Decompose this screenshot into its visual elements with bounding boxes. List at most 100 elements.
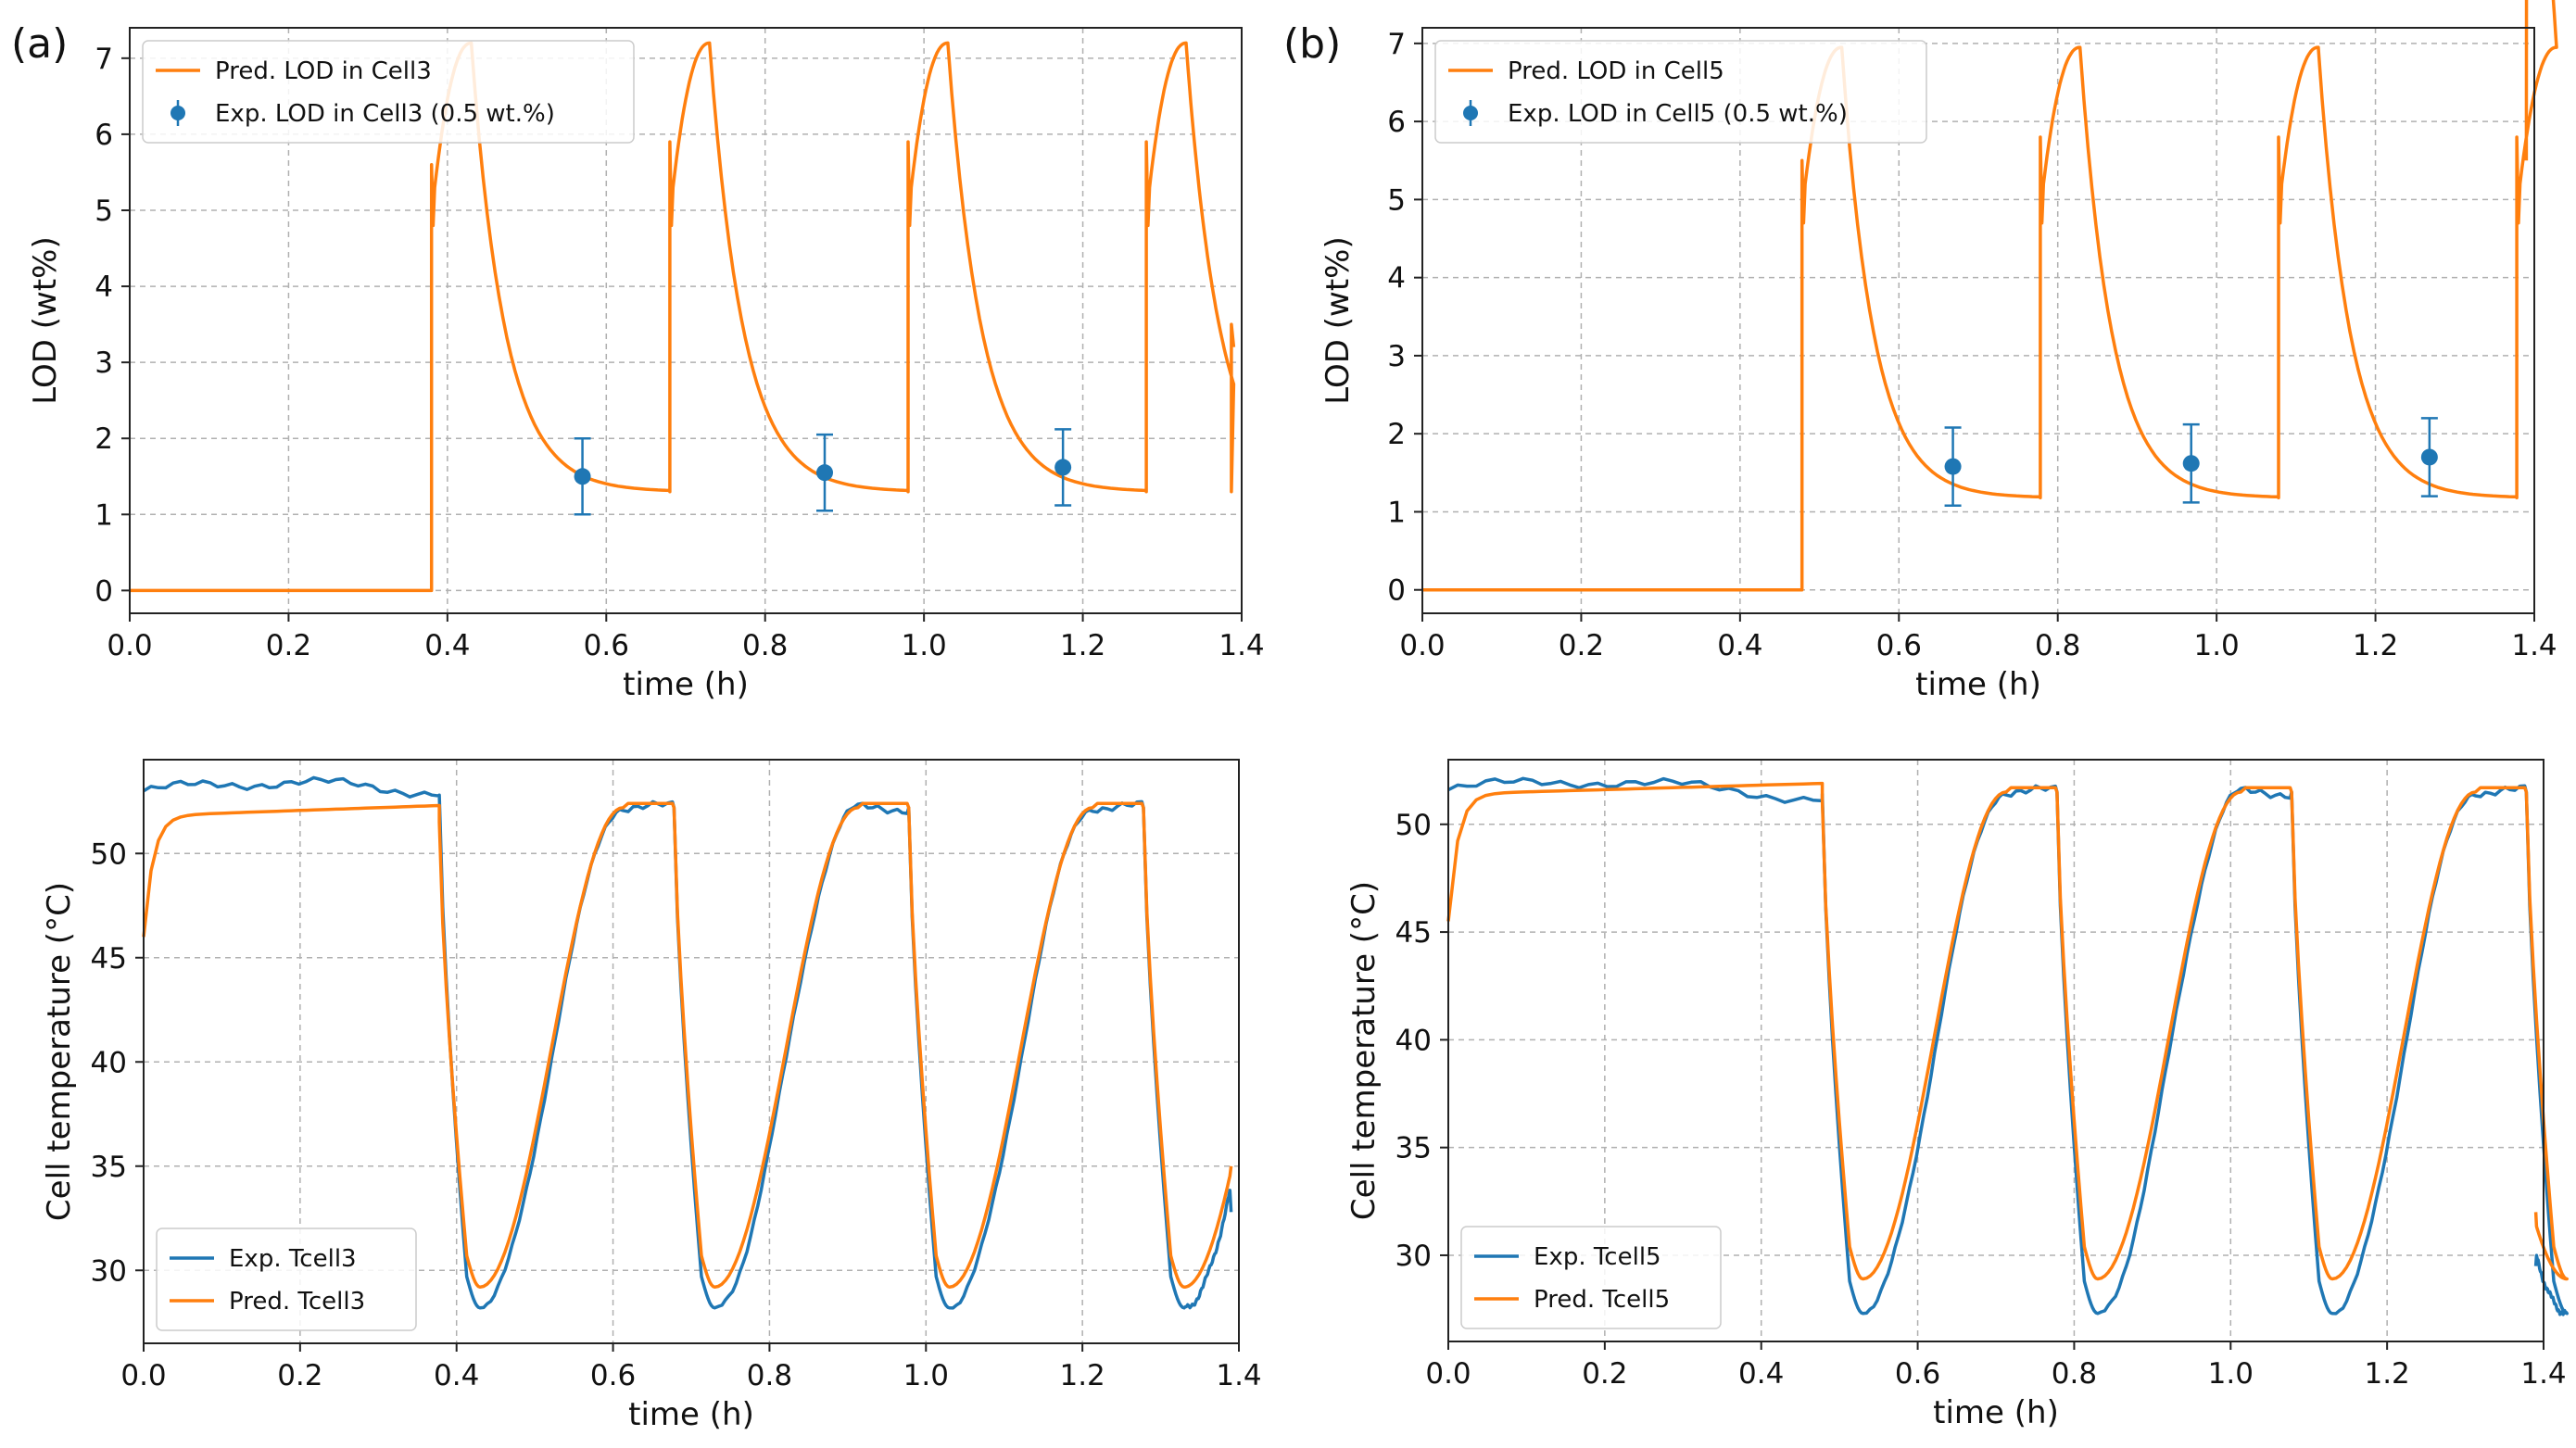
plot-frame: [129, 27, 1243, 614]
legend-label: Exp. Tcell3: [229, 1245, 357, 1273]
exp-temperature-line: [1447, 776, 2570, 1316]
x-tick-label: 1.0: [903, 1359, 949, 1392]
x-tick-label: 0.4: [434, 1359, 479, 1392]
x-tick-label: 0.6: [584, 629, 629, 662]
y-tick-label: 35: [91, 1151, 127, 1184]
x-tick-label: 1.4: [2520, 1357, 2566, 1391]
chart-a-temperature: 0.0 0.2 0.4 0.6 0.8 1.0 1.2 1.4 30 35 40 45 50 time (…: [41, 759, 1262, 1433]
y-tick-label: 0: [95, 574, 113, 608]
y-tick-label: 40: [91, 1046, 127, 1079]
y-tick-label: 2: [95, 422, 113, 456]
x-tick-label: 1.2: [2353, 629, 2398, 662]
x-tick-label: 0.2: [1559, 629, 1604, 662]
x-axis-label: time (h): [1915, 666, 2041, 703]
chart-b-lod: 0.0 0.2 0.4 0.6 0.8 1.0 1.2 1.4 0 1 2 3 4 5 6 7 time (h)…: [1320, 0, 2558, 703]
x-tick-label: 0.4: [1717, 629, 1762, 662]
panel-label-b: (b): [1283, 20, 1341, 68]
plot-frame: [1447, 759, 2544, 1342]
x-tick-label: 0.8: [2035, 629, 2080, 662]
x-tick-label: 0.8: [742, 629, 788, 662]
y-tick-label: 3: [1387, 340, 1406, 373]
exp-lod-point: [1054, 459, 1072, 476]
x-tick-label: 0.2: [1582, 1357, 1627, 1391]
x-tick-label: 0.0: [120, 1359, 166, 1392]
y-tick-label: 1: [95, 498, 113, 532]
y-axis-label: Cell temperature (°C): [1345, 881, 1383, 1220]
x-tick-label: 1.4: [1216, 1359, 1261, 1392]
x-axis-label: time (h): [1933, 1394, 2059, 1431]
y-tick-label: 35: [1395, 1132, 1432, 1165]
x-tick-label: 0.4: [424, 629, 470, 662]
y-tick-label: 4: [95, 271, 113, 304]
chart-a-lod: 0.0 0.2 0.4 0.6 0.8 1.0 1.2 1.4 0 1 2 3 4 5 6 7 time (h)…: [27, 27, 1265, 703]
x-tick-label: 0.4: [1738, 1357, 1784, 1391]
exp-lod-point: [1944, 458, 1962, 475]
plot-frame: [143, 759, 1240, 1344]
pred-temperature-line: [1446, 781, 2570, 1281]
x-tick-label: 0.8: [2052, 1357, 2097, 1391]
panel-label-a: (a): [11, 20, 68, 68]
y-tick-label: 50: [1395, 809, 1432, 842]
y-tick-label: 30: [1395, 1240, 1432, 1273]
x-tick-label: 0.6: [590, 1359, 636, 1392]
legend-marker-swatch: [1463, 106, 1478, 120]
pred-lod-line: [130, 41, 1236, 593]
x-tick-label: 1.4: [2511, 629, 2557, 662]
x-tick-label: 0.0: [107, 629, 152, 662]
y-tick-label: 45: [1395, 916, 1432, 950]
x-tick-label: 1.0: [901, 629, 946, 662]
y-tick-label: 6: [95, 119, 113, 152]
legend-label: Pred. Tcell3: [229, 1288, 365, 1316]
x-tick-label: 0.0: [1399, 629, 1445, 662]
x-tick-label: 0.2: [266, 629, 311, 662]
exp-lod-point: [574, 468, 591, 485]
y-tick-label: 4: [1387, 262, 1406, 296]
x-axis-label: time (h): [628, 1396, 754, 1433]
x-tick-label: 0.6: [1895, 1357, 1940, 1391]
y-tick-label: 2: [1387, 418, 1406, 451]
x-tick-label: 1.2: [1060, 629, 1105, 662]
y-tick-label: 0: [1387, 574, 1406, 608]
y-tick-label: 5: [1387, 183, 1406, 217]
exp-lod-point: [2182, 455, 2200, 472]
chart-b-temperature: 0.0 0.2 0.4 0.6 0.8 1.0 1.2 1.4 30 35 40 45 50 time (…: [1345, 759, 2570, 1431]
x-tick-label: 0.8: [747, 1359, 792, 1392]
x-tick-label: 1.0: [2193, 629, 2239, 662]
x-tick-label: 1.0: [2208, 1357, 2254, 1391]
y-tick-label: 50: [91, 837, 127, 871]
legend-label: Exp. LOD in Cell3 (0.5 wt.%): [215, 100, 555, 128]
y-tick-label: 40: [1395, 1024, 1432, 1057]
exp-lod-point: [816, 464, 833, 482]
legend-label: Exp. LOD in Cell5 (0.5 wt.%): [1508, 100, 1848, 128]
legend-box: [156, 1228, 417, 1331]
legend-box: [1460, 1226, 1722, 1329]
y-tick-label: 1: [1387, 496, 1406, 529]
y-axis-label: LOD (wt%): [27, 236, 64, 404]
y-tick-label: 30: [91, 1254, 127, 1288]
legend-box: [142, 40, 635, 144]
x-tick-label: 1.2: [1059, 1359, 1105, 1392]
legend-label: Pred. Tcell5: [1534, 1286, 1670, 1314]
legend-label: Exp. Tcell5: [1534, 1243, 1661, 1271]
x-tick-label: 0.2: [277, 1359, 322, 1392]
y-tick-label: 5: [95, 195, 113, 228]
y-tick-label: 7: [95, 43, 113, 76]
legend-box: [1434, 40, 1927, 144]
y-tick-label: 45: [91, 942, 127, 976]
pred-temperature-line: [142, 801, 1233, 1290]
x-tick-label: 1.2: [2364, 1357, 2409, 1391]
y-tick-label: 6: [1387, 106, 1406, 139]
plot-frame: [1421, 27, 2535, 614]
legend-label: Pred. LOD in Cell3: [215, 57, 432, 85]
exp-lod-point: [2420, 448, 2438, 466]
y-axis-label: LOD (wt%): [1320, 236, 1357, 404]
legend-marker-swatch: [170, 106, 185, 120]
x-tick-label: 0.6: [1876, 629, 1922, 662]
x-tick-label: 1.4: [1219, 629, 1264, 662]
y-axis-label: Cell temperature (°C): [41, 882, 78, 1221]
pred-lod-line: [1422, 0, 2558, 592]
x-axis-label: time (h): [623, 666, 749, 703]
x-tick-label: 0.0: [1425, 1357, 1471, 1391]
y-tick-label: 3: [95, 346, 113, 380]
